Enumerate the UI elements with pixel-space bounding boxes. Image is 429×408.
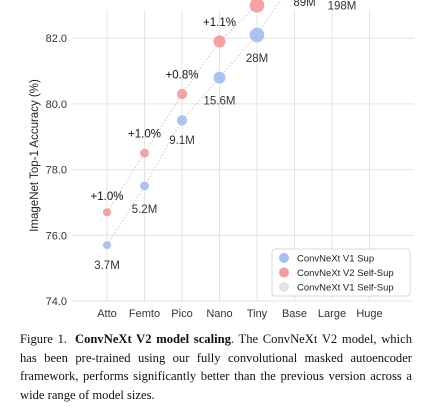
y-tick-label: 76.0 — [46, 230, 67, 242]
gain-label: +1.0% — [128, 128, 161, 140]
x-tick-label: Pico — [171, 308, 192, 320]
x-tick-label: Atto — [97, 308, 117, 320]
legend-marker — [279, 253, 289, 263]
point-labels: 3.7M5.2M9.1M15.6M28M89M198M659M+1.0%+1.0… — [91, 0, 357, 272]
data-point — [140, 148, 149, 158]
param-count-label: 89M — [293, 0, 315, 9]
scaling-chart: 3.7M5.2M9.1M15.6M28M89M198M659M+1.0%+1.0… — [29, 0, 414, 320]
data-point — [102, 208, 112, 217]
y-axis-label: ImageNet Top-1 Accuracy (%) — [29, 79, 41, 232]
param-count-label: 5.2M — [132, 204, 158, 216]
legend-label: ConvNeXt V1 Self-Sup — [297, 283, 394, 294]
legend-label: ConvNeXt V1 Sup — [297, 254, 374, 265]
trend-line — [106, 0, 261, 213]
gain-label: +1.0% — [91, 191, 124, 203]
x-tick-label: Tiny — [247, 308, 268, 320]
param-count-label: 15.6M — [204, 96, 236, 108]
gain-label: +1.1% — [203, 17, 236, 29]
y-tick-label: 74.0 — [46, 296, 67, 308]
param-count-label: 28M — [246, 53, 268, 65]
x-tick-label: Femto — [129, 308, 160, 320]
data-point — [213, 71, 226, 84]
data-point — [213, 35, 226, 48]
param-count-label: 198M — [328, 0, 357, 12]
gain-label: +0.8% — [166, 69, 199, 81]
data-points — [102, 0, 265, 250]
legend-marker — [279, 267, 289, 278]
caption-text: . The ConvNeXt V2 model, which has been … — [20, 332, 412, 402]
x-tick-label: Large — [318, 308, 346, 320]
figure-number: Figure 1. — [20, 332, 68, 346]
caption-title: ConvNeXt V2 model scaling — [75, 332, 231, 346]
legend-box — [271, 248, 411, 297]
x-tick-label: Nano — [206, 308, 232, 320]
axes: 74.076.078.080.082.084.086.0AttoFemtoPic… — [29, 33, 383, 320]
param-count-label: 3.7M — [94, 260, 120, 272]
y-tick-label: 78.0 — [46, 165, 67, 177]
data-point — [249, 0, 265, 13]
y-tick-label: 80.0 — [46, 99, 67, 111]
legend-marker — [279, 282, 289, 292]
data-point — [140, 181, 149, 191]
data-point — [102, 241, 112, 250]
x-tick-label: Base — [282, 308, 307, 320]
legend: ConvNeXt V1 Sup ConvNeXt V2 Self-Sup ConvN… — [271, 248, 411, 297]
figure-caption: Figure 1. ConvNeXt V2 model scaling. The … — [20, 330, 412, 404]
legend-label: ConvNeXt V2 Self-Sup — [297, 268, 394, 279]
y-tick-label: 82.0 — [46, 33, 67, 45]
data-point — [249, 27, 265, 43]
param-count-label: 9.1M — [169, 135, 195, 147]
data-point — [176, 88, 188, 100]
data-point — [176, 115, 188, 126]
x-tick-label: Huge — [356, 308, 382, 320]
